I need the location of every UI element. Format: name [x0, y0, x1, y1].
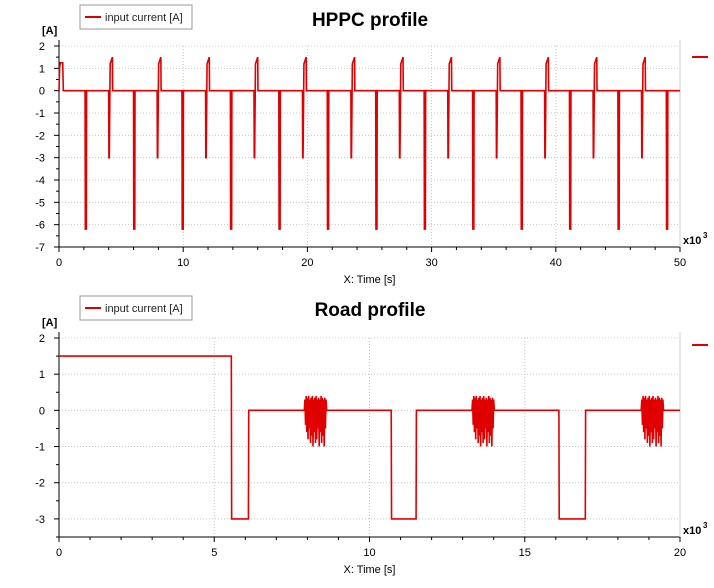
- y-tick-label: 0: [39, 405, 45, 417]
- x-tick-label: 40: [550, 257, 562, 269]
- y-tick-label: -7: [35, 242, 45, 254]
- series-line: [59, 355, 680, 520]
- y-tick-label: -5: [35, 197, 45, 209]
- series-line: [58, 56, 680, 230]
- chart-title: HPPC profile: [312, 10, 428, 31]
- y-tick-label: 2: [39, 333, 45, 345]
- x-tick-label: 5: [211, 547, 217, 559]
- y-tick-label: -6: [35, 220, 45, 232]
- x-tick-label: 20: [301, 257, 313, 269]
- x-tick-label: 10: [177, 257, 189, 269]
- y-tick-label: 2: [39, 41, 45, 53]
- y-tick-label: -3: [35, 514, 45, 526]
- x-tick-label: 0: [56, 547, 62, 559]
- y-tick-label: 0: [39, 86, 45, 98]
- chart-title: Road profile: [315, 300, 426, 321]
- x-tick-label: 30: [425, 257, 437, 269]
- x-multiplier-exponent: 3: [703, 231, 708, 240]
- y-tick-label: -4: [35, 175, 45, 187]
- y-axis-label: [A]: [42, 25, 58, 37]
- y-tick-label: 1: [39, 63, 45, 75]
- x-multiplier-label: x10: [683, 525, 701, 537]
- x-tick-label: 15: [519, 547, 531, 559]
- y-tick-label: 1: [39, 369, 45, 381]
- x-multiplier-exponent: 3: [703, 521, 708, 530]
- x-axis-label: X: Time [s]: [344, 564, 396, 576]
- x-tick-label: 50: [674, 257, 686, 269]
- legend-box: [79, 4, 193, 30]
- legend-entry: input current [A]: [105, 303, 183, 315]
- x-axis-label: X: Time [s]: [344, 274, 396, 286]
- x-tick-label: 20: [674, 547, 686, 559]
- y-tick-label: -1: [35, 108, 45, 120]
- y-tick-label: -3: [35, 153, 45, 165]
- legend-entry: input current [A]: [105, 12, 183, 24]
- x-tick-label: 10: [363, 547, 375, 559]
- y-tick-label: -1: [35, 442, 45, 454]
- y-axis-label: [A]: [42, 317, 58, 329]
- x-multiplier-label: x10: [683, 235, 701, 247]
- y-tick-label: -2: [35, 478, 45, 490]
- x-tick-label: 0: [56, 257, 62, 269]
- y-tick-label: -2: [35, 130, 45, 142]
